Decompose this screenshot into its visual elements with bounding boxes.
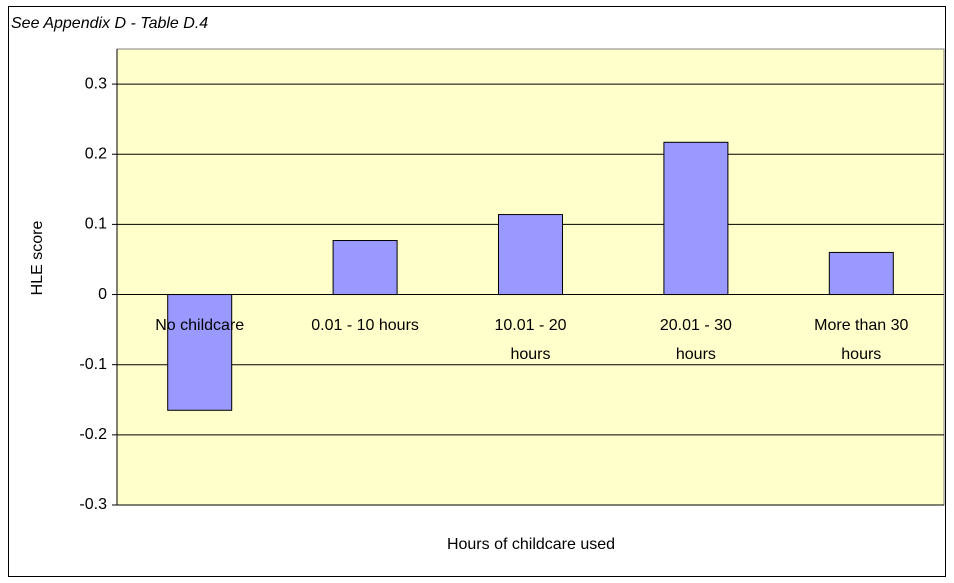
bar (167, 294, 233, 411)
x-tick-label: More than 30 hours (814, 317, 908, 363)
y-tick-label: -0.1 (79, 356, 107, 373)
x-tick-label: 0.01 - 10 hours (311, 317, 419, 334)
x-axis-label: Hours of childcare used (447, 536, 615, 553)
x-tick-label: 10.01 - 20 hours (494, 317, 566, 363)
y-tick-label: 0.2 (85, 145, 107, 162)
x-tick-label: 20.01 - 30 hours (660, 317, 732, 363)
bar (828, 251, 894, 296)
bar (663, 141, 729, 296)
bar (332, 240, 398, 296)
y-tick-label: 0.1 (85, 216, 107, 233)
y-tick-label: -0.3 (79, 496, 107, 513)
x-tick-label: No childcare (155, 317, 244, 334)
bar (498, 214, 563, 296)
y-tick-label: -0.2 (79, 426, 107, 443)
y-tick-label: 0 (98, 286, 107, 303)
note: See Appendix D - Table D.4 (11, 15, 208, 32)
y-axis-label: HLE score (29, 221, 46, 296)
y-tick-label: 0.3 (85, 75, 107, 92)
